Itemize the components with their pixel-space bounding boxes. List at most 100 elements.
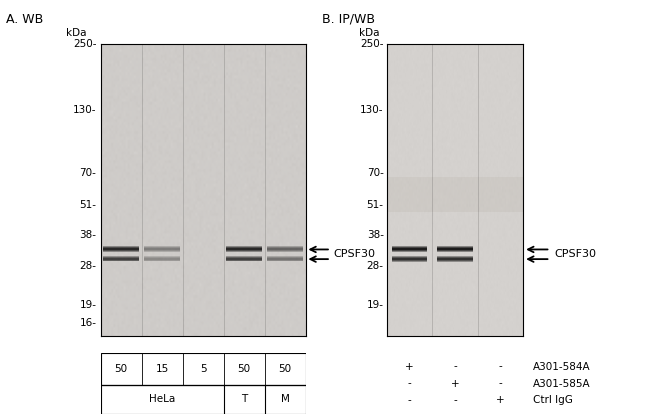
Bar xyxy=(437,262,473,263)
Text: A301-585A: A301-585A xyxy=(533,379,591,388)
Bar xyxy=(103,259,139,260)
Bar xyxy=(267,247,303,248)
Text: 28-: 28- xyxy=(79,261,96,271)
Bar xyxy=(392,251,427,252)
Bar xyxy=(103,249,139,250)
Bar xyxy=(267,258,303,259)
Bar xyxy=(226,257,262,258)
Bar xyxy=(226,256,262,257)
Bar xyxy=(267,259,303,260)
Text: CPSF30: CPSF30 xyxy=(554,249,596,259)
Text: 70-: 70- xyxy=(367,168,384,178)
Bar xyxy=(392,258,427,259)
Bar xyxy=(144,250,180,251)
Text: 50: 50 xyxy=(237,364,251,374)
Text: 50: 50 xyxy=(114,364,128,374)
Bar xyxy=(267,252,303,253)
Text: B. IP/WB: B. IP/WB xyxy=(322,13,375,25)
Bar xyxy=(437,247,473,248)
Bar xyxy=(103,251,139,252)
Bar xyxy=(267,255,303,256)
Text: A. WB: A. WB xyxy=(6,13,44,25)
Text: 38-: 38- xyxy=(367,230,384,240)
Bar xyxy=(267,257,303,258)
Bar xyxy=(392,245,427,247)
Text: 130-: 130- xyxy=(360,105,384,115)
Bar xyxy=(144,249,180,250)
Bar xyxy=(103,255,139,256)
Bar xyxy=(144,246,180,247)
Bar xyxy=(437,248,473,249)
Bar xyxy=(103,247,139,248)
Text: 19-: 19- xyxy=(79,301,96,311)
Bar xyxy=(267,245,303,246)
Bar xyxy=(226,251,262,252)
Bar xyxy=(226,262,262,263)
Text: M: M xyxy=(281,394,289,404)
Text: kDa: kDa xyxy=(359,28,380,38)
Bar xyxy=(103,248,139,249)
Bar xyxy=(437,251,473,252)
Bar xyxy=(226,249,262,250)
Bar xyxy=(144,260,180,261)
Bar xyxy=(101,353,306,385)
Bar xyxy=(144,248,180,249)
Bar xyxy=(226,246,262,247)
Bar xyxy=(392,247,427,248)
Bar xyxy=(103,252,139,253)
Text: 250-: 250- xyxy=(73,39,96,49)
Text: 51-: 51- xyxy=(79,200,96,210)
Bar xyxy=(392,259,427,260)
Bar xyxy=(226,255,262,256)
Bar xyxy=(392,260,427,261)
Bar xyxy=(437,252,473,253)
Bar xyxy=(226,247,262,248)
Text: A301-584A: A301-584A xyxy=(533,362,591,372)
Text: CPSF30: CPSF30 xyxy=(333,249,376,259)
Bar xyxy=(267,262,303,263)
Text: 51-: 51- xyxy=(367,200,384,210)
Bar xyxy=(267,251,303,252)
Bar xyxy=(144,257,180,258)
Bar xyxy=(226,259,262,260)
Text: -: - xyxy=(499,362,502,372)
Bar xyxy=(392,248,427,249)
Bar xyxy=(437,258,473,259)
Bar xyxy=(437,250,473,251)
Bar xyxy=(144,259,180,260)
Bar xyxy=(144,245,180,246)
Bar xyxy=(226,245,262,246)
Bar xyxy=(103,256,139,257)
Text: -: - xyxy=(499,379,502,388)
Bar xyxy=(267,246,303,247)
Bar xyxy=(392,262,427,263)
Bar xyxy=(392,256,427,257)
Bar xyxy=(387,177,523,212)
Bar xyxy=(392,252,427,253)
Text: 15: 15 xyxy=(155,364,169,374)
Bar xyxy=(103,260,139,261)
Text: kDa: kDa xyxy=(66,28,86,38)
Text: +: + xyxy=(450,379,460,388)
Text: 28-: 28- xyxy=(367,261,384,271)
Bar xyxy=(392,250,427,251)
Bar xyxy=(267,260,303,261)
Text: Ctrl IgG: Ctrl IgG xyxy=(533,395,573,405)
Bar xyxy=(101,385,306,414)
Bar xyxy=(226,258,262,259)
Bar xyxy=(103,245,139,246)
Bar xyxy=(144,251,180,252)
Text: -: - xyxy=(453,395,457,405)
Text: 70-: 70- xyxy=(79,168,96,178)
Bar xyxy=(392,261,427,262)
Text: T: T xyxy=(241,394,247,404)
Text: 50: 50 xyxy=(278,364,292,374)
Bar xyxy=(437,245,473,247)
Text: HeLa: HeLa xyxy=(149,394,176,404)
Bar xyxy=(103,257,139,258)
Bar xyxy=(144,262,180,263)
Bar xyxy=(267,250,303,251)
Text: -: - xyxy=(408,395,411,405)
Bar xyxy=(267,256,303,257)
Bar xyxy=(437,256,473,257)
